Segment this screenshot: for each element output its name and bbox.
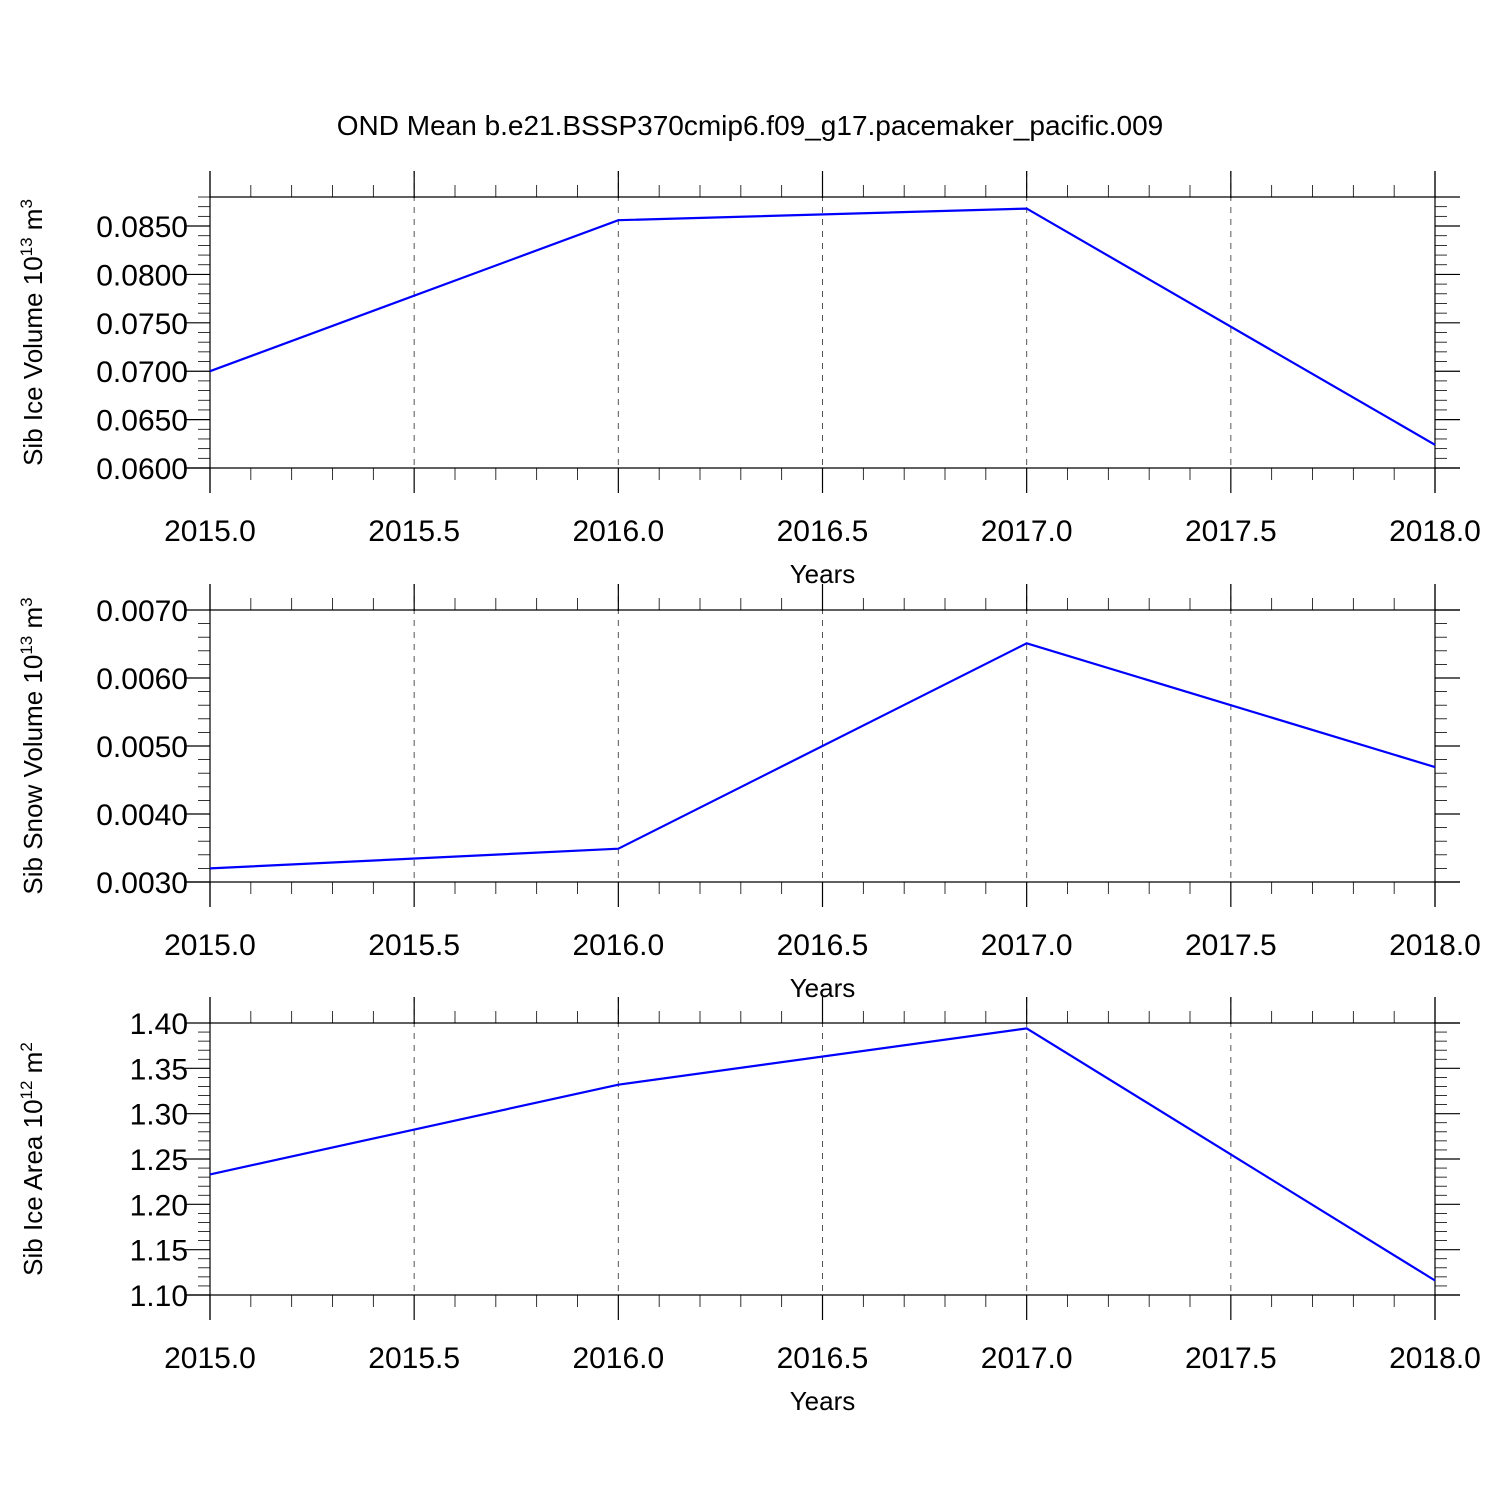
figure-title: OND Mean b.e21.BSSP370cmip6.f09_g17.pace… [337, 110, 1164, 141]
x-tick-label: 2015.5 [368, 515, 460, 548]
y-axis-title-superscript: 13 [17, 636, 36, 655]
y-tick-label: 1.30 [130, 1099, 188, 1132]
y-tick-label: 0.0600 [96, 453, 188, 486]
x-tick-label: 2015.5 [368, 929, 460, 962]
chart-panel-3: 2015.0 2015.5 2016.0 2016.5 2017.0 2017.5 2018… [17, 997, 1481, 1416]
y-tick-label: 0.0800 [96, 259, 188, 292]
x-tick-label: 2016.0 [572, 1342, 664, 1375]
x-tick-label: 2017.5 [1185, 515, 1277, 548]
y-tick-label: 1.35 [130, 1053, 188, 1086]
y-axis-title-superscript: 3 [17, 597, 36, 606]
y-axis-title-superscript: 12 [17, 1081, 36, 1100]
y-tick-label: 1.15 [130, 1235, 188, 1268]
y-tick-label: 0.0650 [96, 405, 188, 438]
y-tick-label: 0.0060 [96, 663, 188, 696]
y-axis-title: Sib Ice Volume 1013 m3 [17, 199, 48, 466]
y-axis-title-text: Sib Ice Area 10 [18, 1099, 48, 1275]
y-tick-label: 0.0070 [96, 595, 188, 628]
x-axis-title: Years [790, 1386, 856, 1416]
x-tick-label: 2016.5 [777, 929, 869, 962]
y-axis-title-text: Sib Snow Volume 10 [18, 655, 48, 895]
x-tick-label: 2016.5 [777, 515, 869, 548]
x-tick-label: 2015.0 [164, 515, 256, 548]
y-tick-label: 0.0850 [96, 211, 188, 244]
y-tick-label: 0.0050 [96, 731, 188, 764]
y-axis-title-text: m [18, 209, 48, 238]
y-axis-title-text: m [18, 1052, 48, 1081]
series-line-1 [209, 207, 1436, 446]
y-tick-label: 1.20 [130, 1189, 188, 1222]
chart-panel-1: 2015.0 2015.5 2016.0 2016.5 2017.0 2017.5 2018… [17, 171, 1481, 589]
y-tick-label: 0.0700 [96, 356, 188, 389]
x-tick-label: 2017.5 [1185, 1342, 1277, 1375]
x-tick-label: 2017.5 [1185, 929, 1277, 962]
y-tick-label: 0.0750 [96, 308, 188, 341]
x-tick-label: 2015.0 [164, 929, 256, 962]
series-line-1 [209, 1027, 1436, 1282]
y-axis-title-superscript: 2 [17, 1042, 36, 1051]
y-axis-title: Sib Snow Volume 1013 m3 [17, 597, 48, 894]
x-tick-label: 2018.0 [1389, 1342, 1481, 1375]
x-tick-label: 2018.0 [1389, 929, 1481, 962]
x-tick-label: 2017.0 [981, 1342, 1073, 1375]
y-tick-label: 1.25 [130, 1144, 188, 1177]
y-axis-title-text: Sib Ice Volume 10 [18, 256, 48, 466]
x-tick-label: 2017.0 [981, 929, 1073, 962]
y-axis-title-superscript: 3 [17, 199, 36, 208]
y-tick-label: 1.10 [130, 1280, 188, 1313]
x-tick-label: 2017.0 [981, 515, 1073, 548]
chart-panel-2: 2015.0 2015.5 2016.0 2016.5 2017.0 2017.5 2018… [17, 584, 1481, 1003]
y-axis-title-text: m [18, 607, 48, 636]
x-tick-label: 2015.0 [164, 1342, 256, 1375]
x-tick-label: 2016.0 [572, 929, 664, 962]
y-axis-title: Sib Ice Area 1012 m2 [17, 1042, 48, 1276]
x-tick-label: 2016.5 [777, 1342, 869, 1375]
series-line-1 [209, 642, 1436, 870]
x-tick-label: 2016.0 [572, 515, 664, 548]
y-axis-title-superscript: 13 [17, 237, 36, 256]
y-tick-label: 0.0040 [96, 799, 188, 832]
x-tick-label: 2018.0 [1389, 515, 1481, 548]
y-tick-label: 1.40 [130, 1008, 188, 1041]
x-tick-label: 2015.5 [368, 1342, 460, 1375]
panels: 2015.0 2015.5 2016.0 2016.5 2017.0 2017.5 2018… [17, 171, 1481, 1416]
y-tick-label: 0.0030 [96, 867, 188, 900]
